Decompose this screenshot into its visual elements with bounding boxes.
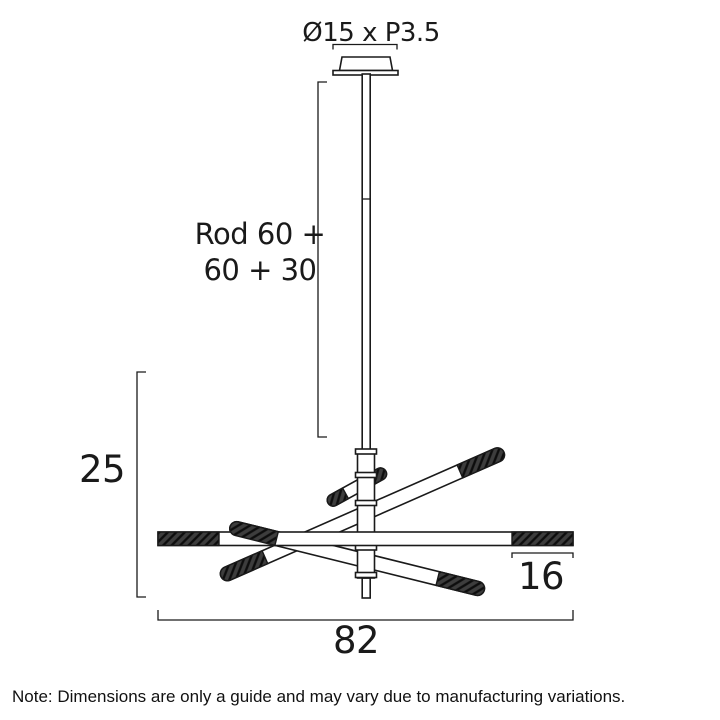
arm-diagonal-1-right-end-cap xyxy=(456,447,506,479)
canopy-dimension-bracket xyxy=(332,43,398,50)
arm-diagonal-2-right-end-cap xyxy=(435,570,486,597)
width-dimension-line xyxy=(157,610,574,621)
suspension-rod-upper xyxy=(361,73,372,452)
arm-short-left-end-cap xyxy=(326,487,350,507)
arm-diagonal-2-left-end-cap-front xyxy=(229,521,280,547)
height-dimension-line xyxy=(136,371,146,598)
arm-horizontal-left-end-cap xyxy=(157,531,220,547)
cap-dimension-label: 16 xyxy=(518,555,564,598)
rod-dimension-label-line1: Rod 60 + xyxy=(195,217,326,251)
rod-dimension-label-line2: 60 + 30 xyxy=(203,253,316,287)
hub-coupler xyxy=(354,471,378,479)
center-hub xyxy=(356,450,376,579)
arm-diagonal-1-left-end-cap xyxy=(219,549,269,582)
arm-diagonal-2-left-end-cap-overlay xyxy=(229,521,280,547)
hub-coupler xyxy=(354,499,378,507)
rod-dimension-line xyxy=(317,81,327,438)
width-dimension-label: 82 xyxy=(333,619,379,662)
arm-horizontal-right-end-cap xyxy=(511,531,574,547)
cap-dimension-line xyxy=(511,552,574,558)
suspension-rod-lower xyxy=(361,577,372,599)
footer-note: Note: Dimensions are only a guide and ma… xyxy=(12,687,625,706)
canopy-dimension-label: Ø15 x P3.5 xyxy=(302,18,440,48)
ceiling-canopy xyxy=(338,56,394,72)
hub-coupler xyxy=(354,571,378,579)
height-dimension-label: 25 xyxy=(79,448,125,491)
hub-coupler xyxy=(354,448,378,455)
arm-horizontal xyxy=(157,531,574,547)
arm-horizontal-tube xyxy=(157,531,574,547)
